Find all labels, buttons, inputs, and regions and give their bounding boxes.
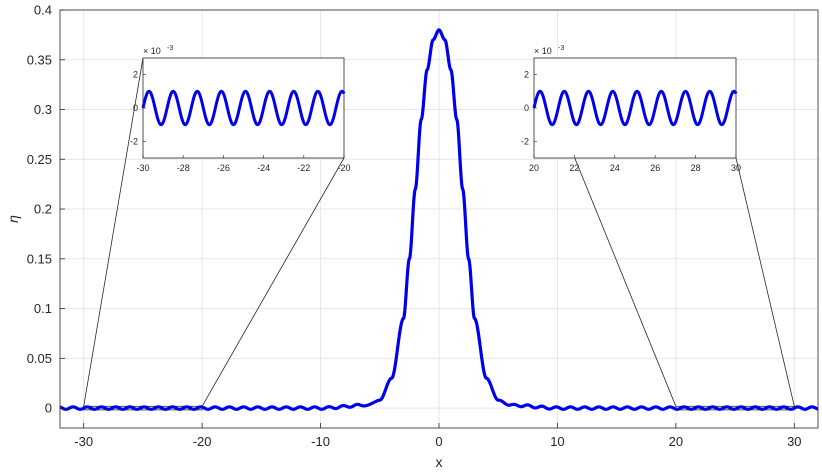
inset-x-tick-label: -26	[217, 163, 230, 173]
x-tick-label: 20	[669, 434, 683, 449]
inset-1: -30 -28 -26 -24 -22 -20 2 0 -2 × 10 -3	[130, 45, 351, 173]
y-tick-label: 0.15	[27, 251, 52, 266]
x-tick-label: -20	[193, 434, 212, 449]
x-tick-label: 0	[435, 434, 442, 449]
inset-x-tick-label: 20	[529, 163, 539, 173]
zoom-connector-line	[201, 157, 345, 407]
inset-x-tick-label: -24	[257, 163, 270, 173]
x-tick-label: 30	[787, 434, 801, 449]
inset-y-tick-label: 2	[133, 70, 138, 80]
x-axis-label: x	[436, 454, 443, 470]
inset-frame	[533, 57, 737, 159]
y-tick-label: 0	[45, 401, 52, 416]
inset-scale-exponent: -3	[167, 45, 173, 52]
inset-scale-label: × 10	[143, 46, 161, 56]
inset-y-tick-label: 0	[133, 103, 138, 113]
inset-series-line	[141, 89, 346, 127]
main-curve-layer	[58, 28, 820, 411]
inset-x-tick-label: 30	[731, 163, 741, 173]
inset-x-tick-label: -20	[337, 163, 350, 173]
inset-y-tick-label: 0	[524, 103, 529, 113]
y-tick-label: 0.35	[27, 52, 52, 67]
y-axis-label: η	[5, 215, 21, 223]
inset-series-line	[532, 89, 738, 127]
zoom-connector-line	[83, 57, 144, 407]
inset-x-tick-label: -28	[177, 163, 190, 173]
y-tick-label: 0.3	[34, 102, 52, 117]
inset-x-tick-label: 24	[610, 163, 620, 173]
zoom-connector-line	[735, 157, 795, 407]
inset-y-tick-label: -2	[521, 136, 529, 146]
inset-scale-exponent: -3	[558, 45, 564, 52]
inset-x-tick-label: 22	[569, 163, 579, 173]
inset-frame	[142, 57, 345, 159]
x-tick-label: -10	[311, 434, 330, 449]
tick-labels: -30 -20 -10 0 10 20 3000.050.10.150.20.250.30.…	[27, 3, 802, 450]
x-tick-label: 10	[550, 434, 564, 449]
inset-x-tick-label: 28	[691, 163, 701, 173]
inset-y-tick-label: 2	[524, 70, 529, 80]
inset-x-tick-label: -22	[297, 163, 310, 173]
x-tick-label: -30	[74, 434, 93, 449]
y-tick-label: 0.05	[27, 351, 52, 366]
y-tick-label: 0.25	[27, 152, 52, 167]
inset-x-tick-label: -30	[136, 163, 149, 173]
y-tick-label: 0.4	[34, 3, 52, 18]
inset-x-tick-label: 26	[650, 163, 660, 173]
series-line	[58, 28, 820, 411]
inset-y-tick-label: -2	[130, 136, 138, 146]
inset-scale-label: × 10	[534, 46, 552, 56]
y-tick-label: 0.1	[34, 301, 52, 316]
y-tick-label: 0.2	[34, 202, 52, 217]
